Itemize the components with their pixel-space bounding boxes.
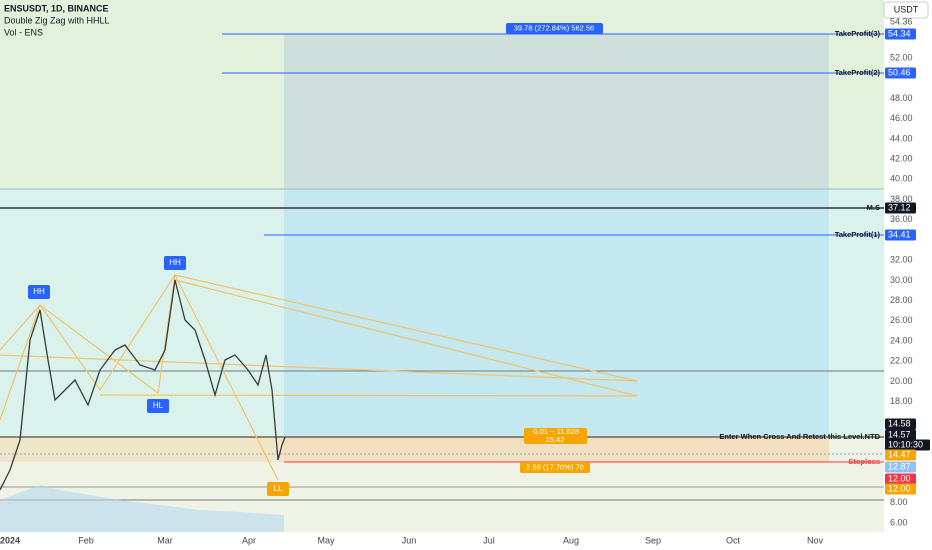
volume-label: Vol - ENS <box>4 27 43 37</box>
price-tick-label: 40.00 <box>890 174 913 184</box>
price-tick-label: 54.36 <box>890 16 913 26</box>
price-path <box>0 279 286 491</box>
pivot-label: HH <box>33 287 45 296</box>
price-badge <box>885 461 916 473</box>
price-badge <box>885 28 916 40</box>
price-badge-text: 54.34 <box>888 28 911 38</box>
time-tick-label: Nov <box>807 535 824 545</box>
target-zone <box>284 34 829 189</box>
pivot-label: HL <box>153 401 164 410</box>
target-text: 39.78 (272.84%) 562.56 <box>514 23 594 32</box>
time-tick-label: Jul <box>483 535 495 545</box>
volume <box>0 485 284 540</box>
stop-label: Stoploss <box>848 457 880 466</box>
symbol: ENSUSDT, 1D, BINANCE <box>4 3 109 13</box>
price-tick-label: 32.00 <box>890 255 913 265</box>
price-badge <box>885 483 916 495</box>
price-badge-text: 14.57 <box>888 429 911 439</box>
time-tick-label: Apr <box>242 535 256 545</box>
tp1-label: TakeProfit(1) <box>835 230 881 239</box>
zigzag <box>0 273 638 481</box>
price-badge-text: 12.00 <box>888 473 911 483</box>
price-tick-label: 36.00 <box>890 214 913 224</box>
stop-text: 2.58 (17.70%) 70 <box>526 462 584 471</box>
price-tick-label: 48.00 <box>890 93 913 103</box>
time-tick-label: Jun <box>402 535 417 545</box>
pivot-marker <box>147 399 169 413</box>
time-tick-label: Aug <box>563 535 579 545</box>
tp2-label: TakeProfit(2) <box>835 68 881 77</box>
time-tick-label: Sep <box>645 535 661 545</box>
price-tick-label: 44.00 <box>890 133 913 143</box>
price-tick-label: 38.00 <box>890 194 913 204</box>
ms-label: M.S <box>867 203 880 212</box>
price-badge <box>885 449 916 461</box>
pivot-label: HH <box>169 258 181 267</box>
time-tick-label: Mar <box>157 535 173 545</box>
price-badge <box>885 67 916 79</box>
price-tick-label: 18.00 <box>890 396 913 406</box>
price-tick-label: 26.00 <box>890 315 913 325</box>
pivot-marker <box>28 285 50 299</box>
price-badge <box>885 202 916 214</box>
time-axis <box>0 532 932 550</box>
tp3-label: TakeProfit(3) <box>835 29 881 38</box>
currency-button[interactable] <box>883 1 929 19</box>
time-tick-label: Oct <box>726 535 741 545</box>
price-tick-label: 8.00 <box>890 497 908 507</box>
stop-zone <box>0 437 284 462</box>
entry-box <box>524 428 587 444</box>
price-tick-label: 52.00 <box>890 52 913 62</box>
price-badge <box>885 418 916 430</box>
price-badge-text: 14.47 <box>888 449 911 459</box>
entry-text: -0.01 − 11.628 <box>531 427 579 436</box>
time-tick-label: Feb <box>78 535 94 545</box>
price-tick-label: 28.00 <box>890 295 913 305</box>
currency[interactable]: USDT <box>894 4 919 14</box>
pivot-label: LL <box>274 484 283 493</box>
time-tick-label: May <box>317 535 335 545</box>
price-badge-text: 50.46 <box>888 67 911 77</box>
price-badge <box>885 439 930 451</box>
price-tick-label: 22.00 <box>890 356 913 366</box>
entry-label: Enter When Cross And Retest this Level.N… <box>719 432 880 441</box>
pivot-marker <box>164 256 186 270</box>
price-badge-text: 10:10:30 <box>888 439 923 449</box>
price-tick-label: 24.00 <box>890 335 913 345</box>
time-tick-label: 2024 <box>0 535 20 545</box>
price-badge <box>885 473 916 485</box>
price-badge-text: 12.87 <box>888 461 911 471</box>
price-tick-label: 20.00 <box>890 376 913 386</box>
price-tick-label: 42.00 <box>890 153 913 163</box>
price-badge-text: 37.12 <box>888 202 911 212</box>
stop-box <box>520 462 590 473</box>
price-badge-text: 34.41 <box>888 229 911 239</box>
pivot-marker <box>267 482 289 496</box>
price-tick-label: 6.00 <box>890 517 908 527</box>
price-badge-text: 12.00 <box>888 483 911 493</box>
price-tick-label: 46.00 <box>890 113 913 123</box>
price-tick-label: 30.00 <box>890 275 913 285</box>
price-badge <box>885 429 916 441</box>
target-box <box>506 23 603 34</box>
price-badge-text: 14.58 <box>888 418 911 428</box>
indicator: Double Zig Zag with HHLL <box>4 15 110 25</box>
target-zone <box>284 189 829 437</box>
price-badge <box>885 229 916 241</box>
entry-text: 15.42 <box>546 435 565 444</box>
